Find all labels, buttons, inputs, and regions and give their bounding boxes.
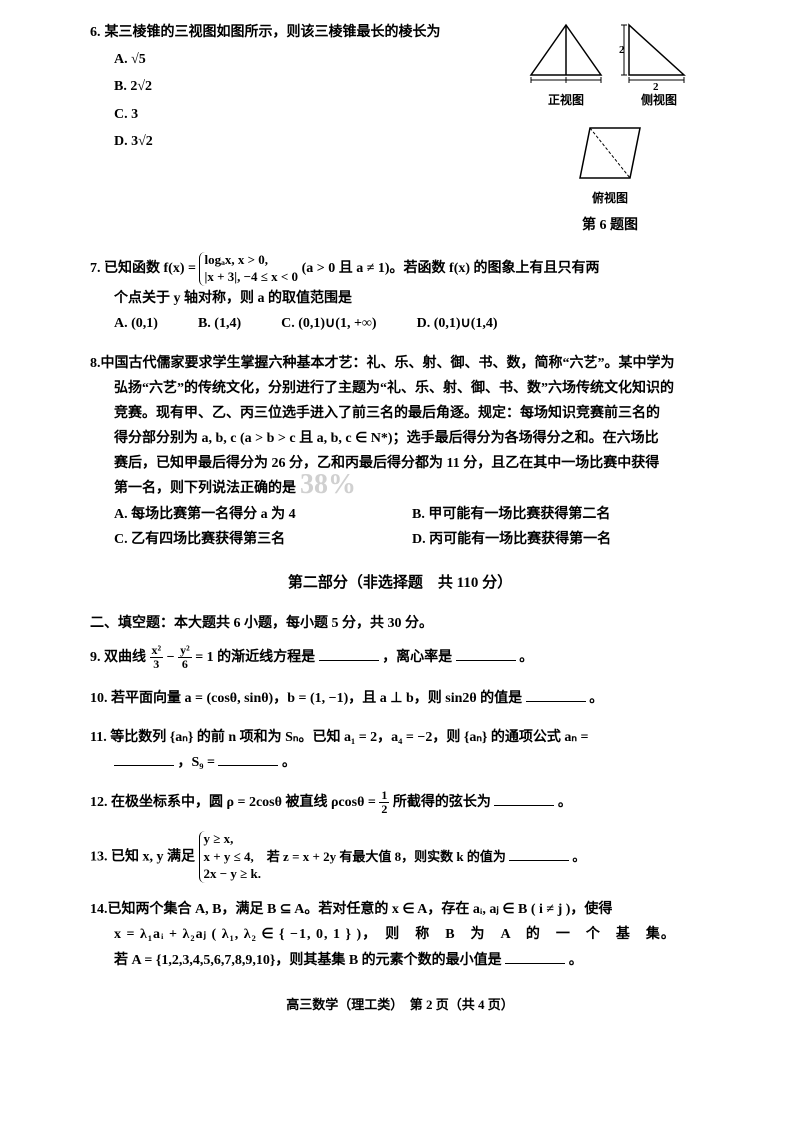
q12-num: 12. [90, 795, 108, 810]
q11-blank2 [218, 751, 278, 766]
q9-f1d: 3 [150, 658, 164, 671]
q11-b: ，S₉ = [178, 755, 219, 770]
q8-opt-b: B. 甲可能有一场比赛获得第二名 [412, 502, 710, 527]
q13-period: 。 [572, 849, 585, 864]
q9-mid: − [167, 650, 178, 665]
q8-num: 8. [90, 356, 101, 371]
q12-fd: 2 [379, 803, 389, 816]
question-14: 14.已知两个集合 A, B，满足 B ⊆ A。若对任意的 x ∈ A，存在 a… [90, 897, 710, 973]
fill-title: 二、填空题：本大题共 6 小题，每小题 5 分，共 30 分。 [90, 611, 710, 636]
q8-p6: 第一名，则下列说法正确的是 [90, 476, 710, 501]
q12-b: 所截得的弦长为 [393, 795, 491, 810]
q9-f1n: x² [150, 644, 164, 658]
q12-blank [494, 791, 554, 806]
top-view-icon [570, 118, 650, 188]
question-13: 13. 已知 x, y 满足 y ≥ x, x + y ≤ 4, 若 z = x… [90, 831, 710, 884]
q11-a: 等比数列 {aₙ} 的前 n 项和为 Sₙ。已知 a₁ = 2，a₄ = −2，… [110, 730, 588, 745]
q7-num: 7. [90, 261, 101, 276]
q7-opt-b: B. (1,4) [198, 311, 241, 336]
q7-case2: |x + 3|, −4 ≤ x < 0 [204, 269, 298, 286]
q9-blank1 [319, 646, 379, 661]
q13-c3: 2x − y ≥ k. [204, 866, 586, 883]
question-10: 10. 若平面向量 a = (cosθ, sinθ)，b = (1, −1)，且… [90, 686, 710, 711]
q7-opt-d: D. (0,1)∪(1,4) [417, 311, 498, 336]
q8-p1: 中国古代儒家要求学生掌握六种基本才艺：礼、乐、射、御、书、数，简称“六艺”。某中… [101, 356, 675, 371]
q11-period: 。 [282, 755, 296, 770]
q14-period: 。 [569, 953, 583, 968]
q9-num: 9. [90, 650, 101, 665]
q10-period: 。 [589, 691, 603, 706]
q8-p3: 竞赛。现有甲、乙、丙三位选手进入了前三名的最后角逐。规定：每场知识竞赛前三名的 [90, 401, 710, 426]
q14-num: 14. [90, 902, 108, 917]
dim-2b: 2 [653, 81, 659, 90]
question-7: 7. 已知函数 f(x) = logₐx, x > 0, |x + 3|, −4… [90, 252, 710, 336]
q7-stem-c: 个点关于 y 轴对称，则 a 的取值范围是 [90, 286, 710, 311]
q9-a: 双曲线 [104, 650, 150, 665]
q7-stem-a: 已知函数 f(x) = [104, 261, 199, 276]
q8-p5: 赛后，已知甲最后得分为 26 分，乙和丙最后得分都为 11 分，且乙在其中一场比… [90, 451, 710, 476]
q12-period: 。 [558, 795, 572, 810]
page-footer: 高三数学（理工类） 第 2 页（共 4 页） [90, 993, 710, 1016]
q10-blank [526, 687, 586, 702]
question-11: 11. 等比数列 {aₙ} 的前 n 项和为 Sₙ。已知 a₁ = 2，a₄ =… [90, 725, 710, 775]
front-view-label: 正视图 [521, 90, 611, 112]
q10-text: 若平面向量 a = (cosθ, sinθ)，b = (1, −1)，且 a ⊥… [111, 691, 522, 706]
question-12: 12. 在极坐标系中，圆 ρ = 2cosθ 被直线 ρcosθ = 12 所截… [90, 789, 710, 816]
front-view-icon [521, 20, 611, 90]
q8-opt-d: D. 丙可能有一场比赛获得第一名 [412, 527, 710, 552]
question-9: 9. 双曲线 x²3 − y²6 = 1 的渐近线方程是 ，离心率是 。 [90, 644, 710, 671]
q7-stem-b: (a > 0 且 a ≠ 1)。若函数 f(x) 的图象上有且只有两 [302, 261, 600, 276]
q11-blank1 [114, 751, 174, 766]
q13-c2: x + y ≤ 4, 若 z = x + 2y 有最大值 8，则实数 k 的值为 [204, 849, 506, 864]
q14-p3: 若 A = {1,2,3,4,5,6,7,8,9,10}，则其基集 B 的元素个… [114, 953, 502, 968]
q13-c1: y ≥ x, [204, 831, 586, 848]
q7-opt-a: A. (0,1) [114, 311, 158, 336]
q8-p2: 弘扬“六艺”的传统文化，分别进行了主题为“礼、乐、射、御、书、数”六场传统文化知… [90, 376, 710, 401]
q8-opt-a: A. 每场比赛第一名得分 a 为 4 [114, 502, 412, 527]
q6-stem: 某三棱锥的三视图如图所示，则该三棱锥最长的棱长为 [105, 20, 441, 45]
question-8: 8.中国古代儒家要求学生掌握六种基本才艺：礼、乐、射、御、书、数，简称“六艺”。… [90, 351, 710, 553]
question-6: 正视图 2 2 侧视图 [90, 20, 710, 238]
q9-b: = 1 的渐近线方程是 [195, 650, 315, 665]
q12-fn: 1 [379, 789, 389, 803]
q9-f2n: y² [178, 644, 192, 658]
side-view-label: 侧视图 [619, 90, 699, 112]
dim-2a: 2 [619, 44, 625, 56]
q9-blank2 [456, 646, 516, 661]
q6-diagram-block: 正视图 2 2 侧视图 [510, 20, 710, 238]
q7-case1: logₐx, x > 0, [204, 252, 298, 269]
q10-num: 10. [90, 691, 108, 706]
q12-a: 在极坐标系中，圆 ρ = 2cosθ 被直线 ρcosθ = [111, 795, 379, 810]
q7-opt-c: C. (0,1)∪(1, +∞) [281, 311, 376, 336]
q14-p2: x = λ₁aᵢ + λ₂aⱼ ( λ₁, λ₂ ∈ { −1, 0, 1 } … [90, 922, 710, 947]
q13-a: 已知 x, y 满足 [111, 849, 199, 864]
q11-num: 11. [90, 730, 107, 745]
q9-f2d: 6 [178, 658, 192, 671]
q9-c: ，离心率是 [382, 650, 452, 665]
q14-p1: 已知两个集合 A, B，满足 B ⊆ A。若对任意的 x ∈ A，存在 aᵢ, … [108, 902, 613, 917]
q13-num: 13. [90, 849, 108, 864]
q9-period: 。 [519, 650, 533, 665]
q13-blank [509, 847, 569, 861]
section-2-title: 第二部分（非选择题 共 110 分） [90, 570, 710, 597]
q6-caption: 第 6 题图 [510, 213, 710, 238]
q14-blank [505, 949, 565, 964]
q6-num: 6. [90, 20, 101, 45]
q8-opt-c: C. 乙有四场比赛获得第三名 [114, 527, 412, 552]
side-view-icon: 2 2 [619, 20, 699, 90]
top-view-label: 俯视图 [510, 188, 710, 210]
q8-p4: 得分部分别为 a, b, c (a > b > c 且 a, b, c ∈ N*… [90, 426, 710, 451]
